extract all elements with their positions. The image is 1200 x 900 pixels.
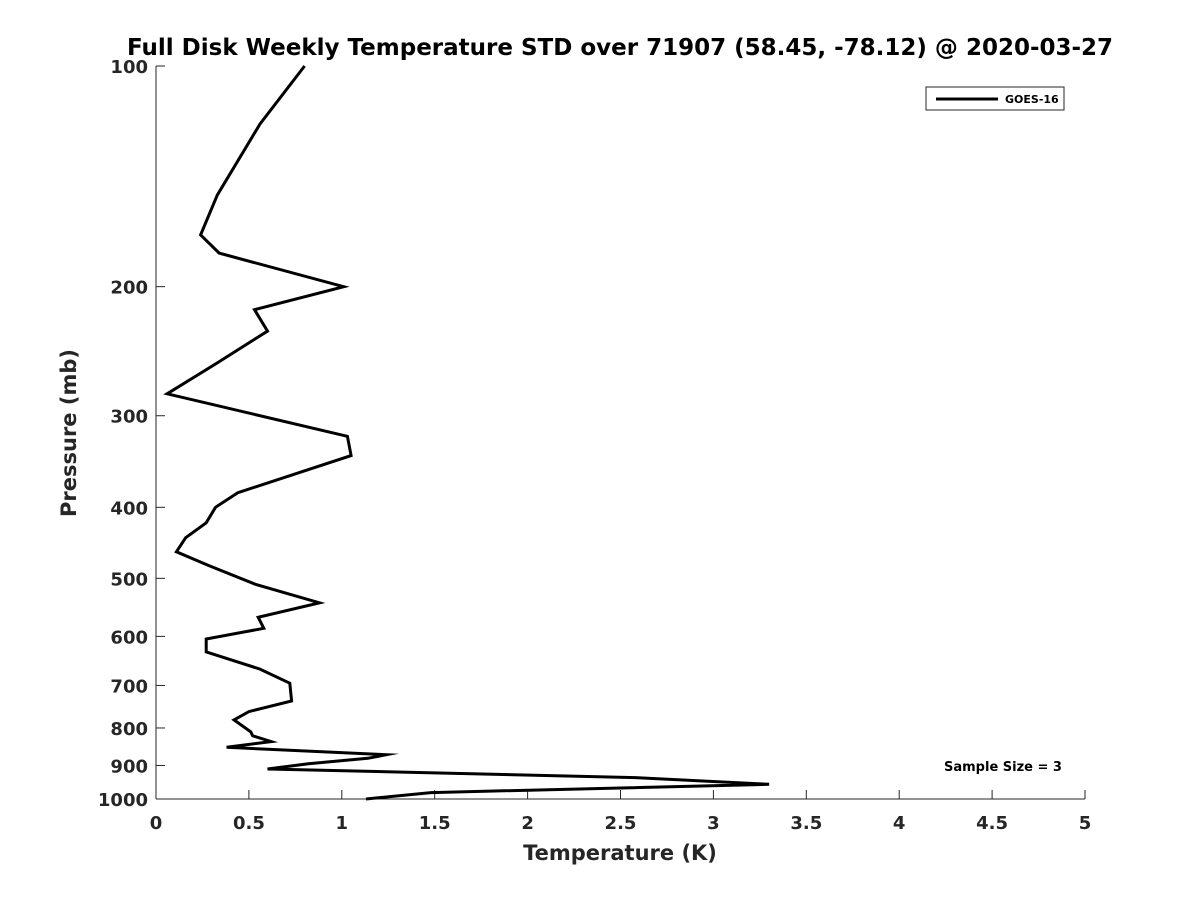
x-tick-label: 3.5 [790,813,822,834]
sample-size-annotation: Sample Size = 3 [944,760,1062,775]
legend: GOES-16 [925,86,1065,111]
x-tick-label: 2.5 [605,813,637,834]
y-tick-label: 100 [110,57,148,78]
y-tick-label: 600 [110,627,148,648]
y-tick-label: 700 [110,676,148,697]
y-tick-label: 1000 [98,790,148,811]
x-tick-label: 4.5 [976,813,1008,834]
axes [155,66,1085,800]
x-tick-label: 0 [150,813,163,834]
y-tick-label: 200 [110,278,148,299]
x-tick-label: 1.5 [419,813,451,834]
x-axis-ticks: 0 0.5 1 1.5 2 2.5 3 3.5 4 4.5 5 [150,790,1092,834]
x-tick-label: 2 [521,813,534,834]
y-tick-label: 800 [110,719,148,740]
series-line-goes-16 [163,65,770,801]
x-tick-label: 0.5 [233,813,265,834]
y-tick-label: 500 [110,569,148,590]
x-axis-label: Temperature (K) [523,841,717,865]
y-axis-ticks: 100 200 300 400 500 600 700 800 900 1000 [98,57,165,811]
chart-title: Full Disk Weekly Temperature STD over 71… [127,35,1113,61]
legend-label: GOES-16 [1005,93,1059,106]
series-group [163,65,770,801]
y-tick-label: 400 [110,498,148,519]
x-tick-label: 3 [707,813,720,834]
y-tick-label: 900 [110,756,148,777]
x-tick-label: 1 [336,813,349,834]
x-tick-label: 4 [893,813,906,834]
x-tick-label: 5 [1079,813,1092,834]
y-axis-label: Pressure (mb) [57,349,81,517]
y-tick-label: 300 [110,407,148,428]
